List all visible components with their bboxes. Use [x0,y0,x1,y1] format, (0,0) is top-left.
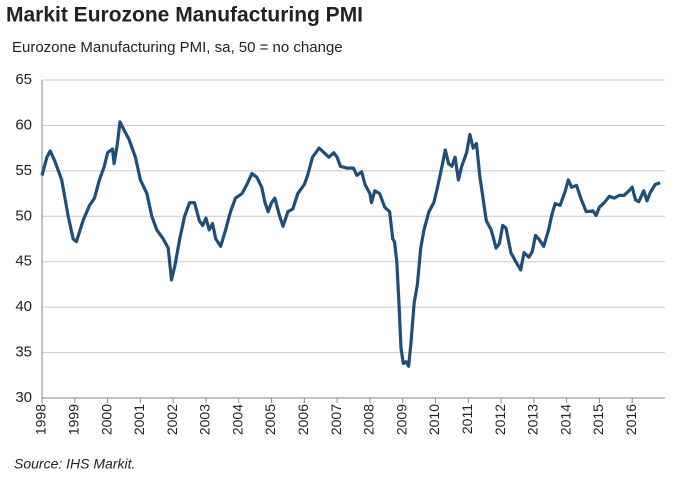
x-tick-label: 2005 [262,404,278,435]
x-tick-label: 2010 [426,404,442,435]
x-tick-label: 2002 [164,404,180,435]
x-tick-label: 2003 [197,404,213,435]
source: Source: IHS Markit. [14,456,135,472]
y-tick-label: 35 [15,344,32,361]
x-tick-label: 2015 [590,404,606,435]
y-tick-label: 55 [15,162,32,179]
x-tick-label: 2004 [229,404,245,435]
y-tick-label: 60 [15,116,32,133]
x-tick-label: 2006 [295,404,311,435]
chart-title: Markit Eurozone Manufacturing PMI [6,4,363,27]
x-tick-label: 2008 [361,404,377,435]
x-tick-label: 1999 [65,404,81,435]
x-tick-label: 2013 [525,404,541,435]
x-tick-label: 2011 [459,404,475,434]
y-tick-label: 50 [15,207,32,224]
y-tick-label: 30 [15,389,32,406]
x-tick-label: 2016 [623,404,639,435]
y-tick-label: 45 [15,253,32,270]
x-tick-label: 2014 [557,404,573,435]
y-tick-label: 40 [15,298,32,315]
chart-subtitle: Eurozone Manufacturing PMI, sa, 50 = no … [12,39,343,56]
x-tick-label: 2009 [393,404,409,435]
y-tick-label: 65 [15,71,32,88]
x-tick-label: 2007 [328,404,344,435]
line [40,120,661,368]
x-tick-label: 2000 [98,404,114,435]
x-tick-label: 2001 [131,404,147,435]
x-tick-label: 1998 [33,404,49,435]
x-tick-label: 2012 [492,404,508,435]
